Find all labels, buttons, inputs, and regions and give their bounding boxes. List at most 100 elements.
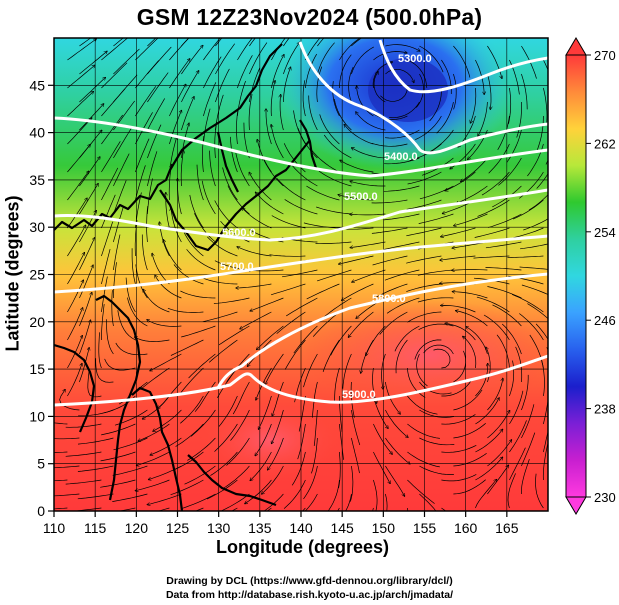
streamline — [441, 227, 476, 237]
streamline — [147, 98, 166, 131]
streamline — [67, 280, 83, 313]
contour-line — [54, 234, 548, 294]
streamline — [181, 96, 194, 131]
streamline — [519, 266, 548, 270]
streamline — [373, 423, 392, 455]
streamline — [407, 451, 440, 468]
streamline — [155, 275, 182, 299]
streamline — [332, 81, 340, 117]
streamline — [283, 42, 299, 75]
streamline — [433, 348, 451, 369]
x-tick-label: 120 — [125, 520, 149, 536]
streamline — [77, 493, 114, 500]
streamline — [419, 381, 452, 395]
streamline — [305, 38, 321, 61]
streamline — [134, 337, 170, 342]
streamline — [269, 254, 306, 257]
streamline — [453, 453, 487, 467]
y-tick-label: 30 — [29, 219, 45, 235]
streamline — [67, 91, 93, 117]
x-axis: 110 115 120 125 130 135 140 145 150 155 160 165 — [43, 511, 519, 536]
contour-label: 5400.0 — [384, 151, 418, 163]
streamline — [112, 465, 148, 476]
colorbar-label: 238 — [594, 402, 616, 417]
streamline — [171, 208, 182, 243]
streamline — [456, 185, 488, 204]
streamline — [135, 479, 170, 491]
streamline — [175, 423, 204, 447]
streamline — [303, 465, 318, 500]
streamline — [54, 493, 80, 497]
streamline — [453, 389, 483, 411]
streamline — [419, 409, 455, 418]
streamline — [351, 148, 386, 159]
y-tick-label: 45 — [29, 77, 45, 93]
streamline — [407, 479, 435, 504]
streamline — [78, 409, 114, 417]
streamline — [65, 479, 102, 485]
streamline — [271, 215, 306, 229]
streamline — [371, 227, 408, 234]
streamline — [555, 74, 564, 109]
streamline — [512, 199, 544, 220]
streamline — [311, 437, 318, 474]
streamline — [147, 493, 182, 505]
wind-streamlines — [54, 38, 564, 511]
streamline — [153, 409, 182, 431]
streamline — [79, 237, 94, 271]
colorbar-label: 254 — [594, 225, 616, 240]
streamline — [117, 310, 136, 341]
streamline — [111, 290, 114, 327]
streamline — [113, 153, 130, 187]
streamline — [453, 350, 467, 383]
streamline — [509, 390, 524, 425]
streamline — [356, 112, 386, 131]
streamline — [87, 371, 102, 398]
streamline — [169, 84, 186, 117]
streamline — [521, 458, 530, 495]
x-tick-label: 160 — [454, 520, 478, 536]
streamline — [497, 115, 510, 150]
streamline — [474, 227, 510, 238]
streamline — [519, 313, 544, 341]
contour-line — [54, 116, 548, 178]
streamline — [186, 249, 216, 271]
streamline — [453, 479, 486, 495]
streamline — [338, 255, 374, 264]
streamline — [385, 68, 414, 83]
streamline — [319, 114, 340, 145]
streamline — [344, 124, 374, 145]
streamline — [266, 109, 272, 145]
streamline — [373, 113, 408, 120]
streamline — [141, 234, 148, 271]
streamline — [382, 353, 386, 389]
streamline — [407, 423, 440, 439]
streamline — [385, 493, 388, 511]
streamline — [270, 283, 306, 296]
streamline — [243, 122, 250, 159]
streamline — [220, 493, 250, 511]
streamline — [180, 150, 183, 187]
contour-line — [54, 354, 548, 407]
streamline — [255, 192, 284, 215]
streamline — [321, 297, 352, 319]
streamline — [426, 129, 454, 154]
streamline — [463, 336, 477, 369]
streamline — [416, 353, 428, 387]
streamline — [509, 420, 527, 453]
streamline — [543, 87, 548, 124]
streamline — [100, 479, 136, 488]
streamline — [317, 38, 325, 47]
streamline — [263, 157, 284, 187]
y-tick-label: 10 — [29, 408, 45, 424]
streamline — [286, 297, 318, 317]
streamline — [147, 72, 169, 103]
streamline — [406, 255, 442, 264]
streamline — [483, 314, 510, 341]
streamline — [236, 283, 272, 288]
streamline — [487, 465, 508, 495]
streamline — [385, 465, 404, 496]
streamline — [487, 73, 491, 110]
streamline — [521, 73, 528, 110]
x-tick-label: 110 — [43, 520, 66, 536]
